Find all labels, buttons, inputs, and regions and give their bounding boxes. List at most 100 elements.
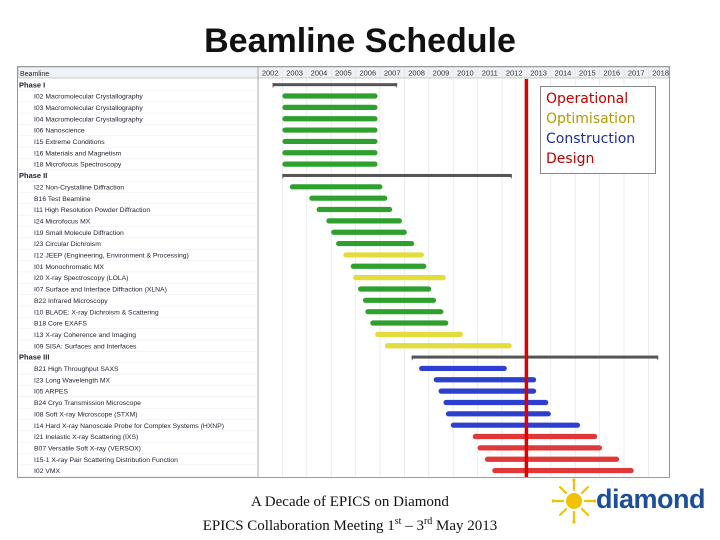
- footer-line-2: EPICS Collaboration Meeting 1st – 3rd Ma…: [160, 512, 540, 536]
- year-tick-label: 2015: [579, 69, 596, 78]
- phase-label: Phase III: [19, 353, 49, 362]
- phase-summary-cap-start: [272, 83, 276, 89]
- beamline-label: I22 Non-Crystalline Diffraction: [34, 184, 124, 191]
- schedule-bar: [384, 343, 512, 349]
- schedule-bar: [353, 275, 446, 281]
- year-tick-label: 2013: [530, 69, 547, 78]
- year-tick-label: 2012: [506, 69, 523, 78]
- beamline-label: B22 Infrared Microscopy: [34, 298, 108, 305]
- beamline-label: B07 Versatile Soft X-ray (VERSOX): [34, 445, 141, 452]
- schedule-bar: [343, 252, 424, 258]
- legend-item-operational: Operational: [546, 91, 629, 107]
- beamline-label: B16 Test Beamline: [34, 196, 91, 203]
- year-tick-label: 2005: [335, 69, 352, 78]
- schedule-bar: [282, 127, 378, 133]
- beamline-label: I16 Materials and Magnetism: [34, 150, 122, 157]
- schedule-bar: [331, 229, 407, 235]
- beamline-label: I10 BLADE: X-ray Dichroism & Scattering: [34, 309, 159, 316]
- phase-summary-cap-start: [282, 173, 286, 179]
- beamline-label: I01 Monochromatic MX: [34, 264, 104, 271]
- footer-sup-1: st: [394, 516, 402, 527]
- beamline-label: I21 Inelastic X-ray Scattering (IXS): [34, 434, 138, 441]
- legend: Operational Optimisation Construction De…: [540, 86, 656, 174]
- footer-sup-2: rd: [423, 516, 433, 527]
- phase-summary-cap-end: [655, 355, 659, 361]
- schedule-bar: [326, 218, 402, 224]
- logo-text: diamond: [596, 484, 706, 514]
- schedule-bar: [289, 184, 383, 190]
- year-tick-label: 2004: [311, 69, 328, 78]
- header-label: Beamline: [20, 71, 49, 78]
- schedule-bar: [309, 195, 388, 201]
- schedule-bar: [336, 240, 415, 247]
- year-tick-label: 2018: [652, 69, 669, 78]
- phase-summary-bar: [411, 355, 659, 359]
- beamline-label: I07 Surface and Interface Diffraction (X…: [34, 287, 167, 294]
- phase-label: Phase II: [19, 171, 47, 180]
- schedule-bar: [350, 263, 427, 269]
- year-tick-label: 2008: [408, 69, 425, 78]
- year-tick-label: 2017: [628, 69, 645, 78]
- schedule-bar: [282, 104, 378, 110]
- beamline-label: I09 SISA: Surfaces and Interfaces: [34, 343, 137, 350]
- beamline-label: I02 Macromolecular Crystallography: [34, 94, 143, 101]
- beamline-label: B24 Cryo Transmission Microscope: [34, 400, 141, 407]
- schedule-bar: [445, 411, 551, 417]
- phase-summary-cap-end: [394, 83, 398, 89]
- schedule-bar: [282, 93, 378, 99]
- year-tick-label: 2016: [603, 69, 620, 78]
- beamline-label: I23 Long Wavelength MX: [34, 377, 111, 384]
- year-tick-label: 2003: [286, 69, 303, 78]
- year-tick-label: 2007: [384, 69, 401, 78]
- schedule-bar: [419, 365, 507, 372]
- schedule-bar: [477, 445, 603, 451]
- schedule-bar: [375, 331, 463, 337]
- phase-label: Phase I: [19, 80, 45, 89]
- beamline-label: I20 X-ray Spectroscopy (LOLA): [34, 275, 128, 282]
- beamline-label: I11 High Resolution Powder Diffraction: [34, 207, 150, 214]
- beamline-label: I19 Small Molecule Diffraction: [34, 230, 124, 237]
- schedule-bar: [358, 286, 432, 292]
- beamline-label: I15-1 X-ray Pair Scattering Distribution…: [34, 457, 178, 464]
- beamline-label: I24 Microfocus MX: [34, 218, 91, 225]
- diamond-starburst-icon: [552, 478, 596, 524]
- diamond-logo: diamond: [552, 478, 706, 524]
- schedule-bar: [282, 138, 378, 145]
- schedule-bar: [438, 388, 537, 394]
- schedule-bar: [282, 150, 378, 156]
- schedule-bar: [433, 377, 537, 383]
- year-tick-label: 2011: [482, 69, 498, 78]
- beamline-label: I23 Circular Dichroism: [34, 241, 101, 248]
- beamline-label: I13 X-ray Coherence and Imaging: [34, 332, 136, 339]
- legend-item-optimisation: Optimisation: [546, 111, 636, 127]
- schedule-bar: [282, 161, 378, 167]
- footer: A Decade of EPICS on Diamond EPICS Colla…: [160, 493, 540, 536]
- schedule-bar: [316, 206, 393, 213]
- year-tick-label: 2002: [262, 69, 279, 78]
- footer-line-2-suffix: May 2013: [432, 518, 498, 534]
- schedule-bar: [362, 297, 437, 303]
- beamline-label: B18 Core EXAFS: [34, 321, 87, 328]
- legend-item-design: Design: [546, 151, 595, 167]
- schedule-bar: [492, 467, 634, 474]
- schedule-bar: [443, 399, 549, 406]
- phase-summary-cap-start: [411, 355, 415, 361]
- beamline-label: I18 Microfocus Spectroscopy: [34, 162, 122, 169]
- footer-line-2-mid: – 3: [401, 518, 424, 534]
- schedule-bar: [365, 309, 444, 315]
- beamline-label: I08 Soft X-ray Microscope (STXM): [34, 411, 138, 418]
- slide-title: Beamline Schedule: [204, 22, 516, 60]
- phase-summary-bar: [282, 173, 512, 177]
- beamline-label: I12 JEEP (Engineering, Environment & Pro…: [34, 253, 189, 260]
- footer-line-2-prefix: EPICS Collaboration Meeting 1: [202, 518, 395, 534]
- beamline-label: I06 Nanoscience: [34, 128, 85, 135]
- beamline-label: I04 Macromolecular Crystallography: [34, 116, 143, 123]
- year-tick-label: 2014: [555, 69, 572, 78]
- footer-line-1: A Decade of EPICS on Diamond: [251, 494, 449, 510]
- beamline-label: I02 VMX: [34, 468, 61, 475]
- header-row: [18, 67, 669, 79]
- phase-summary-bar: [272, 83, 398, 87]
- beamline-label: I03 Macromolecular Crystallography: [34, 105, 143, 112]
- year-tick-label: 2009: [433, 69, 450, 78]
- schedule-bar: [484, 456, 620, 462]
